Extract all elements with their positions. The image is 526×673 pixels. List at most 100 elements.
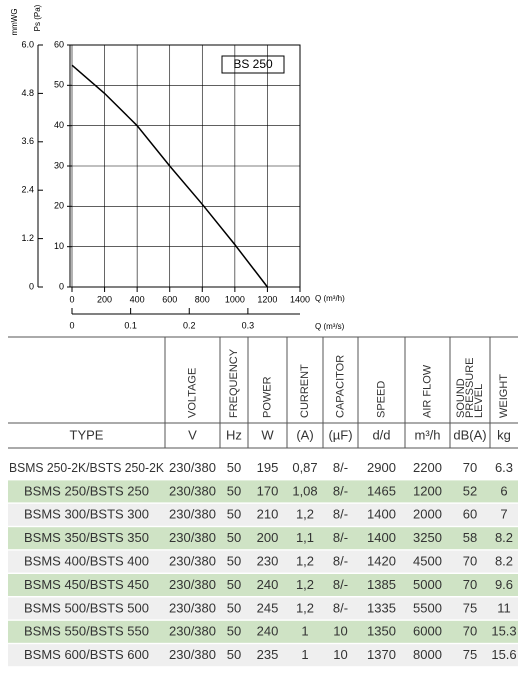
column-unit: TYPE (70, 427, 104, 442)
row-background (8, 597, 518, 620)
table-cell: 1370 (367, 647, 396, 662)
table-cell: 1400 (367, 507, 396, 522)
x-tick-label: 200 (97, 294, 112, 304)
table-cell: 1,2 (296, 600, 314, 615)
y2-tick-label: 0 (29, 281, 34, 291)
type-cell: BSMS 250-2K/BSTS 250-2K (9, 460, 164, 475)
table-cell: 15.3 (491, 624, 516, 639)
y2-axis-label: mmWG (10, 8, 19, 35)
table-cell: 50 (227, 483, 241, 498)
table-cell: 1335 (367, 600, 396, 615)
x2-axis-label: Q (m³/s) (315, 322, 345, 331)
table-cell: 10 (333, 624, 347, 639)
table-cell: 6.3 (495, 460, 513, 475)
y-tick-label: 10 (54, 241, 64, 251)
y2-tick-label: 2.4 (21, 185, 34, 195)
y-tick-label: 60 (54, 39, 64, 49)
table-cell: 50 (227, 530, 241, 545)
y-tick-label: 20 (54, 201, 64, 211)
table-cell: 230/380 (169, 577, 216, 592)
x-tick-label: 0 (69, 294, 74, 304)
table-cell: 3250 (413, 530, 442, 545)
column-header: CURRENT (299, 364, 311, 418)
x-tick-label: 800 (195, 294, 210, 304)
x-tick-label: 1400 (290, 294, 310, 304)
table-cell: 230/380 (169, 554, 216, 569)
row-background (8, 457, 518, 479)
column-unit: V (188, 427, 197, 442)
table-cell: 75 (463, 600, 477, 615)
table-cell: 230 (257, 554, 279, 569)
column-unit: W (261, 427, 274, 442)
table-cell: 1,2 (296, 554, 314, 569)
table-cell: 50 (227, 554, 241, 569)
table-cell: 240 (257, 624, 279, 639)
column-header: SPEED (375, 381, 387, 418)
x-axis-label: Q (m³/h) (315, 294, 345, 303)
table-cell: 230/380 (169, 483, 216, 498)
table-cell: 8/- (333, 600, 348, 615)
row-background (8, 574, 518, 596)
column-unit: (A) (296, 427, 313, 442)
table-cell: 8/- (333, 530, 348, 545)
table-cell: 1200 (413, 483, 442, 498)
x2-tick-label: 0.3 (242, 320, 255, 330)
column-header: POWER (261, 376, 273, 418)
table-cell: 50 (227, 507, 241, 522)
column-header: SOUND (455, 378, 467, 418)
column-unit: Hz (226, 427, 242, 442)
table-cell: 230/380 (169, 530, 216, 545)
type-cell: BSMS 300/BSTS 300 (24, 507, 149, 522)
table-cell: 7 (500, 507, 507, 522)
table-cell: 52 (463, 483, 477, 498)
annotation-box (221, 55, 285, 74)
row-background (8, 527, 518, 550)
table-cell: 15.6 (491, 647, 516, 662)
column-header: PRESSURE (464, 357, 476, 418)
column-header: WEIGHT (498, 374, 510, 418)
column-header: LEVEL (473, 384, 485, 418)
type-cell: BSMS 600/BSTS 600 (24, 647, 149, 662)
table-cell: 6000 (413, 624, 442, 639)
table-cell: 4500 (413, 554, 442, 569)
table-cell: 230/380 (169, 647, 216, 662)
table-cell: 1,2 (296, 577, 314, 592)
annotation: BS 250 (233, 57, 273, 71)
table-cell: 50 (227, 600, 241, 615)
table-cell: 50 (227, 624, 241, 639)
table-cell: 8/- (333, 577, 348, 592)
type-cell: BSMS 450/BSTS 450 (24, 577, 149, 592)
table-cell: 1,2 (296, 507, 314, 522)
table-cell: 2900 (367, 460, 396, 475)
x-tick-label: 1200 (257, 294, 277, 304)
table-cell: 200 (257, 530, 279, 545)
table-cell: 50 (227, 577, 241, 592)
table-cell: 240 (257, 577, 279, 592)
table-cell: 70 (463, 460, 477, 475)
y-tick-label: 30 (54, 160, 64, 170)
y2-tick-label: 6.0 (21, 39, 34, 49)
table-cell: 1420 (367, 554, 396, 569)
y-axis-label: Ps (Pa) (33, 4, 42, 31)
row-background (8, 620, 518, 643)
column-unit: kg (497, 427, 511, 442)
column-unit: d/d (372, 427, 390, 442)
table-cell: 8/- (333, 483, 348, 498)
table-cell: 6 (500, 483, 507, 498)
y-tick-label: 40 (54, 120, 64, 130)
table-cell: 195 (257, 460, 279, 475)
table-cell: 8/- (333, 460, 348, 475)
table-cell: 9.6 (495, 577, 513, 592)
table-cell: 8000 (413, 647, 442, 662)
table-cell: 1400 (367, 530, 396, 545)
table-cell: 1,1 (296, 530, 314, 545)
table-cell: 70 (463, 577, 477, 592)
table-cell: 1465 (367, 483, 396, 498)
table-cell: 5000 (413, 577, 442, 592)
table-cell: 75 (463, 647, 477, 662)
table-cell: 1 (301, 647, 308, 662)
type-cell: BSMS 550/BSTS 550 (24, 624, 149, 639)
type-cell: BSMS 500/BSTS 500 (24, 600, 149, 615)
y2-tick-label: 4.8 (21, 88, 34, 98)
column-header: CAPACITOR (334, 355, 346, 418)
